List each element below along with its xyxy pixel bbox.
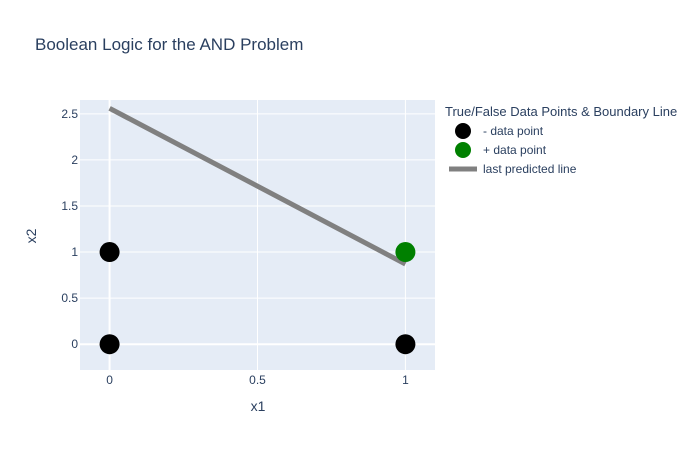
legend-item[interactable]: + data point bbox=[455, 142, 547, 158]
x-axis-title: x1 bbox=[251, 398, 266, 414]
y-tick-label: 2.5 bbox=[61, 107, 78, 121]
legend[interactable]: True/False Data Points & Boundary Line -… bbox=[445, 104, 677, 176]
legend-marker-swatch bbox=[455, 142, 471, 158]
legend-item[interactable]: last predicted line bbox=[449, 162, 577, 176]
tick-labels: 0 0.5 1 0 0.5 1 1.5 2 2.5 bbox=[61, 107, 409, 387]
y-tick-label: 2 bbox=[71, 153, 78, 167]
legend-label: + data point bbox=[483, 143, 547, 157]
chart-title: Boolean Logic for the AND Problem bbox=[35, 35, 303, 54]
negative-data-point bbox=[99, 242, 120, 263]
legend-title: True/False Data Points & Boundary Line bbox=[445, 104, 677, 119]
legend-marker-swatch bbox=[455, 123, 471, 139]
legend-item[interactable]: - data point bbox=[455, 123, 544, 139]
data-layer bbox=[99, 106, 416, 355]
x-tick-label: 0.5 bbox=[249, 373, 266, 387]
y-axis-title: x2 bbox=[23, 228, 39, 243]
y-tick-label: 1.5 bbox=[61, 199, 78, 213]
legend-label: - data point bbox=[483, 124, 544, 138]
y-tick-label: 0.5 bbox=[61, 291, 78, 305]
grid-lines bbox=[80, 100, 435, 370]
y-tick-label: 0 bbox=[71, 337, 78, 351]
x-tick-label: 0 bbox=[106, 373, 113, 387]
negative-data-point bbox=[395, 334, 416, 355]
legend-label: last predicted line bbox=[483, 162, 577, 176]
positive-data-point bbox=[395, 242, 416, 263]
negative-data-point bbox=[99, 334, 120, 355]
x-tick-label: 1 bbox=[402, 373, 409, 387]
y-tick-label: 1 bbox=[71, 245, 78, 259]
predicted-line bbox=[108, 106, 407, 267]
